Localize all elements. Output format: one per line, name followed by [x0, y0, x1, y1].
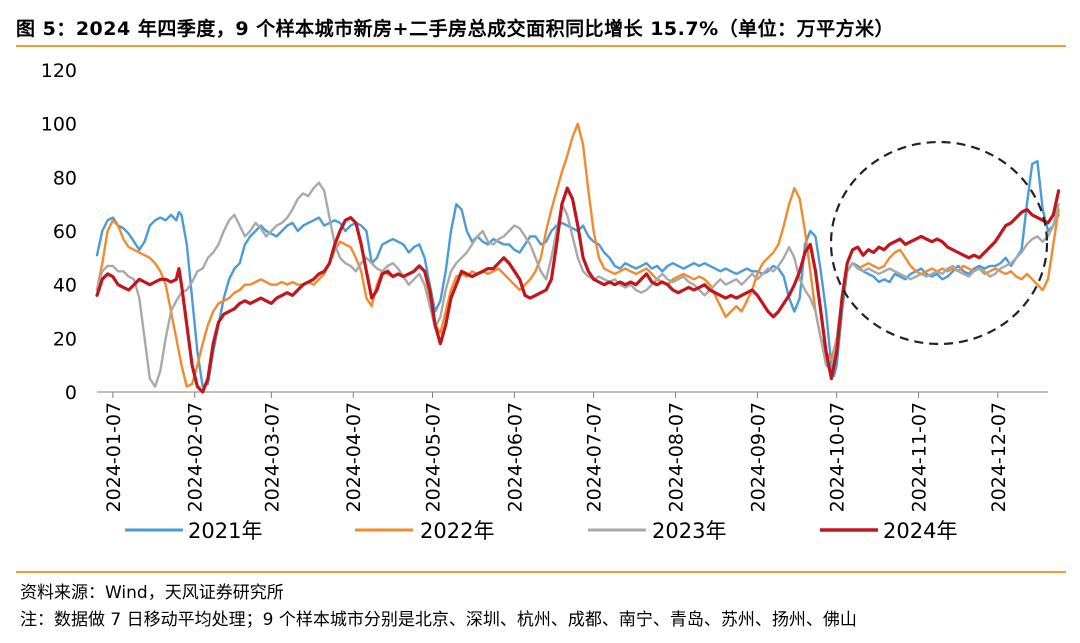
annotation-layer — [829, 140, 1049, 346]
x-tick-label: 2024-09-07 — [747, 402, 769, 512]
x-tick-label: 2024-02-07 — [185, 402, 207, 512]
x-tick-label: 2024-12-07 — [988, 402, 1010, 512]
x-tick-label: 2024-05-07 — [422, 402, 444, 512]
x-tick-label: 2024-11-07 — [909, 402, 931, 512]
x-tick-label: 2024-04-07 — [343, 402, 365, 512]
legend: 2021年 2022年 2023年 2024年 — [125, 519, 957, 543]
y-tick-label: 120 — [41, 60, 77, 82]
series-line-3 — [95, 181, 1060, 388]
series-line-2 — [95, 122, 1060, 388]
y-tick-label: 100 — [41, 114, 77, 136]
figure-title: 图 5：2024 年四季度，9 个样本城市新房+二手房总成交面积同比增长 15.… — [16, 18, 895, 40]
q4-highlight-circle — [829, 140, 1049, 346]
y-axis: 0 20 40 60 80 100 120 — [41, 60, 77, 404]
title-divider — [16, 45, 1066, 47]
x-tick-label: 2024-07-07 — [584, 402, 606, 512]
x-tick-label: 2024-03-07 — [261, 402, 283, 512]
legend-label: 2021年 — [188, 519, 262, 543]
x-tick-label: 2024-06-07 — [504, 402, 526, 512]
y-tick-label: 20 — [53, 328, 77, 350]
y-tick-label: 0 — [65, 382, 77, 404]
x-tick-label: 2024-08-07 — [666, 402, 688, 512]
series-layer — [95, 122, 1061, 394]
series-line-1 — [95, 160, 1060, 388]
series-line-4 — [95, 186, 1061, 394]
x-axis: 2024-01-07 2024-02-07 2024-03-07 2024-04-07… — [97, 391, 1048, 512]
y-tick-label: 40 — [53, 275, 77, 297]
legend-label: 2023年 — [652, 519, 726, 543]
legend-label: 2024年 — [883, 519, 957, 543]
footer-divider — [16, 571, 1066, 573]
x-tick-label: 2024-10-07 — [827, 402, 849, 512]
x-tick-label: 2024-01-07 — [103, 402, 125, 512]
note-text: 注：数据做 7 日移动平均处理；9 个样本城市分别是北京、深圳、杭州、成都、南宁… — [20, 610, 857, 630]
legend-label: 2022年 — [420, 519, 494, 543]
source-text: 资料来源：Wind，天风证券研究所 — [20, 583, 284, 603]
y-tick-label: 80 — [53, 167, 77, 189]
y-tick-label: 60 — [53, 221, 77, 243]
